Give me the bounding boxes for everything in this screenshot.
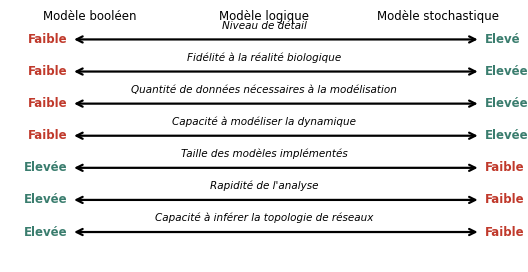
- Text: Modèle booléen: Modèle booléen: [43, 10, 137, 23]
- Text: Faible: Faible: [485, 161, 524, 174]
- Text: Capacité à inférer la topologie de réseaux: Capacité à inférer la topologie de résea…: [155, 213, 373, 223]
- Text: Faible: Faible: [485, 193, 524, 206]
- Text: Modèle logique: Modèle logique: [219, 10, 309, 23]
- Text: Rapidité de l'analyse: Rapidité de l'analyse: [210, 181, 318, 191]
- Text: Faible: Faible: [485, 225, 524, 239]
- Text: Faible: Faible: [27, 97, 67, 110]
- Text: Quantité de données nécessaires à la modélisation: Quantité de données nécessaires à la mod…: [131, 85, 397, 95]
- Text: Taille des modèles implémentés: Taille des modèles implémentés: [181, 149, 347, 159]
- Text: Capacité à modéliser la dynamique: Capacité à modéliser la dynamique: [172, 116, 356, 127]
- Text: Faible: Faible: [27, 129, 67, 142]
- Text: Fidélité à la réalité biologique: Fidélité à la réalité biologique: [187, 52, 341, 63]
- Text: Elevée: Elevée: [23, 193, 67, 206]
- Text: Elevée: Elevée: [23, 225, 67, 239]
- Text: Elevé: Elevé: [485, 33, 520, 46]
- Text: Elevée: Elevée: [485, 65, 528, 78]
- Text: Elevée: Elevée: [485, 129, 528, 142]
- Text: Elevée: Elevée: [485, 97, 528, 110]
- Text: Modèle stochastique: Modèle stochastique: [377, 10, 499, 23]
- Text: Elevée: Elevée: [23, 161, 67, 174]
- Text: Faible: Faible: [27, 65, 67, 78]
- Text: Niveau de détail: Niveau de détail: [222, 21, 306, 31]
- Text: Faible: Faible: [27, 33, 67, 46]
